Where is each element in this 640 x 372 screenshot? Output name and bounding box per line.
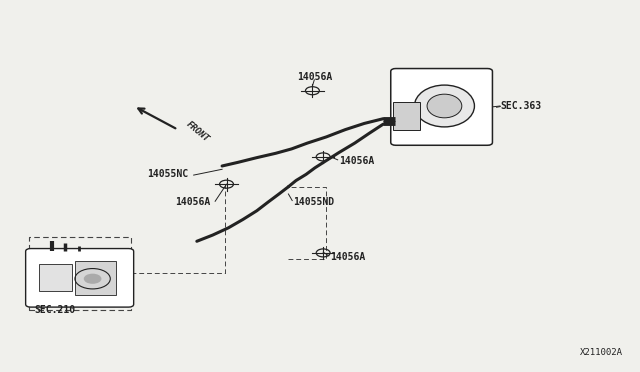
Text: X211002A: X211002A	[580, 348, 623, 357]
Text: 14056A: 14056A	[330, 252, 365, 262]
Text: SEC.363: SEC.363	[500, 101, 541, 111]
Text: 14056A: 14056A	[298, 72, 333, 82]
Ellipse shape	[415, 85, 474, 127]
Text: 14056A: 14056A	[175, 198, 210, 207]
FancyBboxPatch shape	[26, 248, 134, 307]
Text: FRONT: FRONT	[184, 120, 211, 144]
Text: SEC.210: SEC.210	[35, 305, 76, 315]
Text: 14055NC: 14055NC	[147, 169, 188, 179]
Ellipse shape	[427, 94, 462, 118]
Text: 14056A: 14056A	[339, 156, 374, 166]
Bar	[39, 264, 72, 292]
Text: 14055ND: 14055ND	[294, 198, 335, 207]
Bar	[75, 260, 116, 295]
Circle shape	[84, 274, 102, 284]
FancyBboxPatch shape	[391, 68, 492, 145]
FancyBboxPatch shape	[393, 102, 420, 130]
